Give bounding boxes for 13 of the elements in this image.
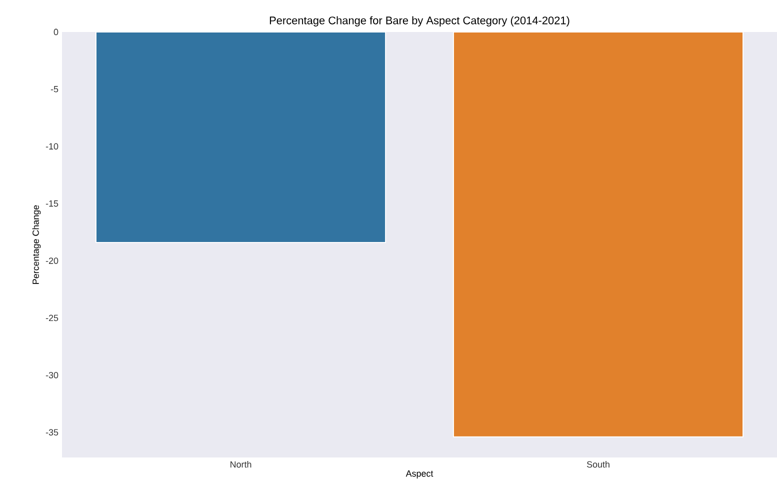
chart-title: Percentage Change for Bare by Aspect Category (2014-2021) [270,16,570,26]
x-tick-label: North [230,461,252,468]
y-tick-label: -15 [46,200,58,207]
y-tick-label: 0 [54,28,58,36]
y-tick-label: -35 [46,429,58,436]
y-tick-label: -10 [46,143,58,150]
y-tick-label: -25 [46,314,58,322]
y-tick-label: -30 [46,372,58,378]
y-tick-label: -20 [46,258,58,264]
x-axis-title: Aspect [406,470,434,478]
y-tick-label: -5 [50,86,58,92]
y-axis-title: Percentage Change [32,205,41,284]
x-tick-label: South [586,461,610,468]
